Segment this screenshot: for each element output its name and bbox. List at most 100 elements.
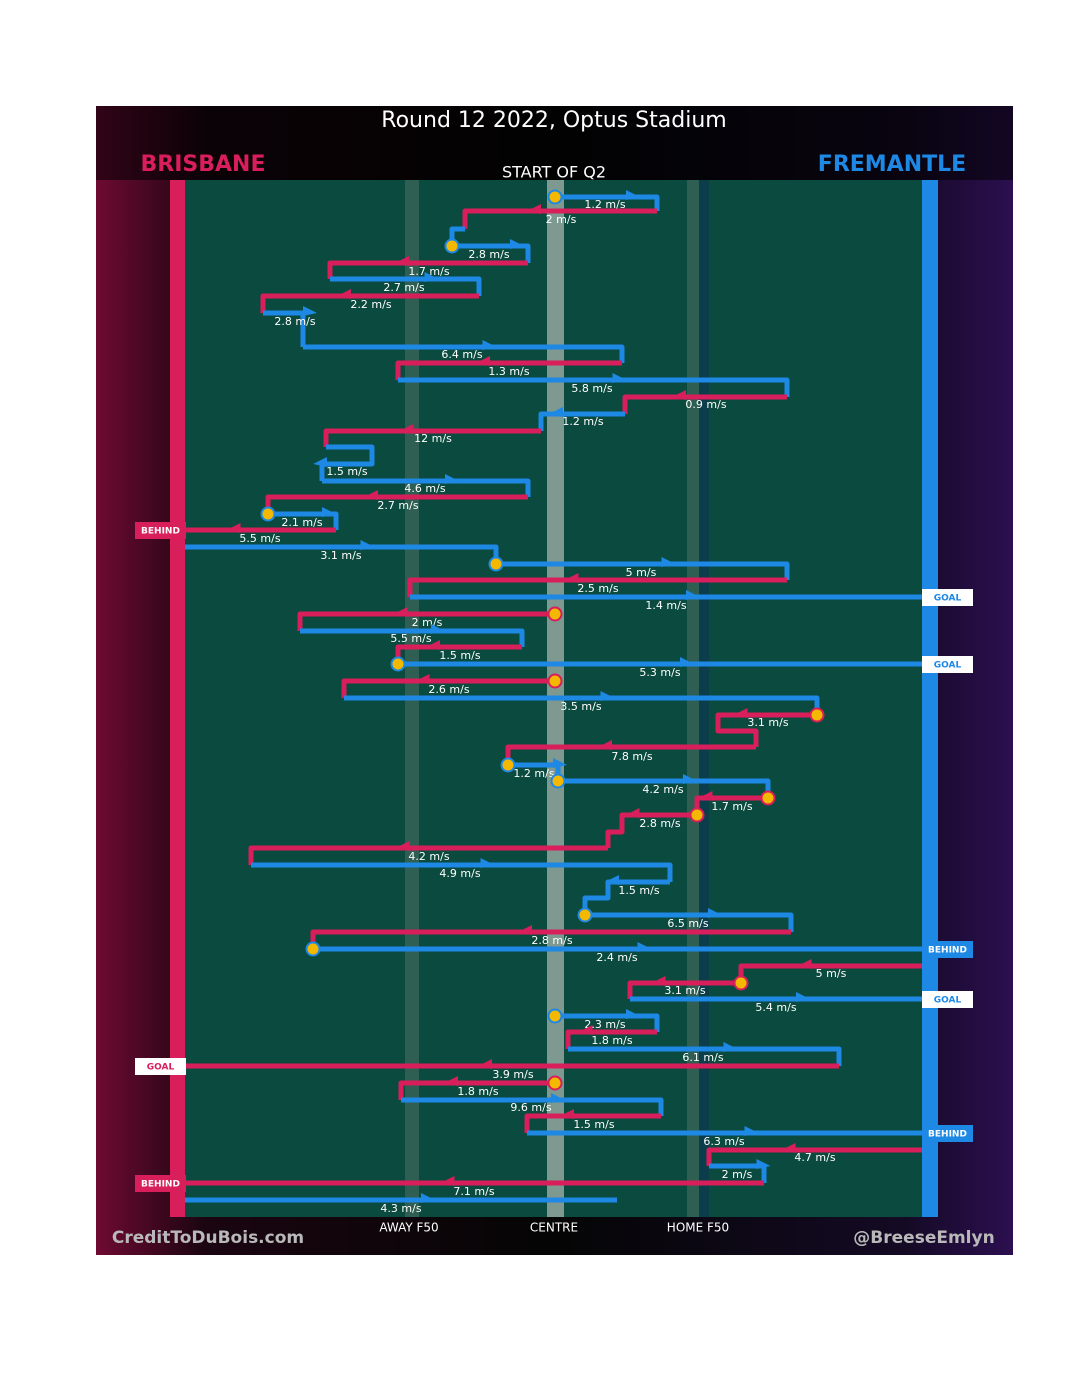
possession-path — [627, 980, 741, 999]
direction-arrow — [476, 356, 490, 366]
outcome-badge — [922, 1125, 973, 1142]
speed-label: 4.7 m/s — [794, 1151, 835, 1164]
outcome-label: BEHIND — [928, 946, 967, 956]
speed-label: 7.1 m/s — [453, 1185, 494, 1198]
direction-arrow — [313, 457, 327, 467]
direction-arrow — [360, 540, 375, 550]
stoppages — [260, 189, 825, 1091]
stoppage-marker — [260, 506, 276, 522]
possession-path — [585, 912, 794, 932]
direction-arrow — [781, 1143, 796, 1153]
stoppage-marker — [547, 189, 563, 205]
speed-label: 2.1 m/s — [281, 516, 322, 529]
direction-arrow — [478, 1059, 492, 1069]
speed-label: 1.2 m/s — [584, 198, 625, 211]
direction-arrow — [686, 590, 700, 600]
possession-path — [398, 1080, 555, 1100]
outcome-label: GOAL — [934, 594, 962, 604]
outcome-badge — [135, 522, 186, 539]
direction-arrow — [393, 607, 408, 617]
speed-label: 7.8 m/s — [611, 750, 652, 763]
direction-arrow — [480, 858, 495, 868]
speed-label: 1.3 m/s — [488, 365, 529, 378]
stoppage-marker — [488, 556, 504, 572]
direction-arrow — [226, 523, 241, 533]
outcome-label: BEHIND — [141, 1180, 180, 1190]
possession-path — [251, 862, 673, 882]
speed-label: 1.5 m/s — [326, 465, 367, 478]
possession-path — [322, 478, 531, 497]
field-label: HOME F50 — [667, 1221, 729, 1235]
speed-label: 4.9 m/s — [439, 867, 480, 880]
direction-arrow — [680, 657, 694, 667]
stoppage-marker — [390, 656, 406, 672]
away-team: FREMANTLE — [818, 152, 966, 177]
possession-path — [496, 561, 790, 580]
direction-arrow — [796, 992, 810, 1002]
stoppage-marker — [547, 1075, 563, 1091]
speed-label: 1.2 m/s — [513, 767, 554, 780]
direction-arrow — [733, 708, 748, 718]
speed-label: 2.7 m/s — [377, 499, 418, 512]
direction-arrow — [337, 289, 351, 299]
speed-label: 2.4 m/s — [596, 951, 637, 964]
outcome-label: GOAL — [934, 996, 962, 1006]
speed-label: 4.3 m/s — [380, 1202, 421, 1215]
speed-label: 0.9 m/s — [685, 398, 726, 411]
possession-flow: 1.2 m/s 2 m/s 2.8 m/s 1.7 m/s 2.7 m/s 2.2 m/s… — [135, 190, 973, 1215]
stoppage-marker — [809, 707, 825, 723]
direction-arrow — [744, 1126, 759, 1136]
direction-arrow — [626, 190, 640, 200]
possession-path — [297, 611, 555, 631]
direction-arrow — [421, 1193, 435, 1203]
speed-label: 3.9 m/s — [492, 1068, 533, 1081]
direction-arrow — [708, 908, 722, 918]
possession-path — [605, 812, 697, 848]
speed-label: 5 m/s — [816, 967, 847, 980]
direction-arrow — [564, 573, 579, 583]
footer-credit: CreditToDuBois.com — [112, 1228, 304, 1248]
speed-label: 2.8 m/s — [531, 934, 572, 947]
direction-arrow — [303, 306, 317, 316]
speed-label: 4.2 m/s — [408, 850, 449, 863]
speed-label: 5.3 m/s — [639, 666, 680, 679]
speed-label: 2.7 m/s — [383, 281, 424, 294]
outcome-badge — [922, 941, 973, 958]
outcome-badge — [135, 1058, 186, 1075]
speed-label: 5.4 m/s — [755, 1001, 796, 1014]
home-team: BRISBANE — [141, 152, 266, 177]
direction-arrow — [560, 1109, 574, 1119]
possession-path — [330, 276, 482, 296]
direction-arrow — [549, 407, 563, 417]
header-band — [96, 106, 1013, 180]
outcome-badge — [922, 656, 973, 673]
speed-label: 2.5 m/s — [577, 582, 618, 595]
direction-arrow — [600, 691, 615, 701]
possession-path — [395, 360, 622, 380]
direction-arrow — [578, 1025, 593, 1035]
possession-path — [568, 1046, 842, 1066]
speed-label: 1.8 m/s — [457, 1085, 498, 1098]
direction-arrow — [527, 204, 541, 214]
speed-label: 2.6 m/s — [428, 683, 469, 696]
speed-label: 4.2 m/s — [642, 783, 683, 796]
outcome-label: GOAL — [147, 1063, 175, 1073]
speed-label: 1.5 m/s — [573, 1118, 614, 1131]
possession-path — [715, 712, 817, 747]
possession-path — [341, 678, 555, 698]
speed-label: 1.2 m/s — [562, 415, 603, 428]
direction-arrow — [431, 624, 445, 634]
speed-label: 2.8 m/s — [468, 248, 509, 261]
speed-label: 12 m/s — [414, 432, 452, 445]
outcome-label: GOAL — [934, 661, 962, 671]
speed-label: 5.5 m/s — [390, 632, 431, 645]
stoppage-marker — [444, 238, 460, 254]
outcome-label: BEHIND — [141, 527, 180, 537]
possession-path — [565, 1029, 657, 1049]
direction-arrow — [395, 256, 409, 266]
direction-arrow — [698, 791, 713, 801]
outcome-label: BEHIND — [928, 1130, 967, 1140]
direction-arrow — [482, 340, 497, 350]
direction-arrow — [551, 1093, 565, 1103]
